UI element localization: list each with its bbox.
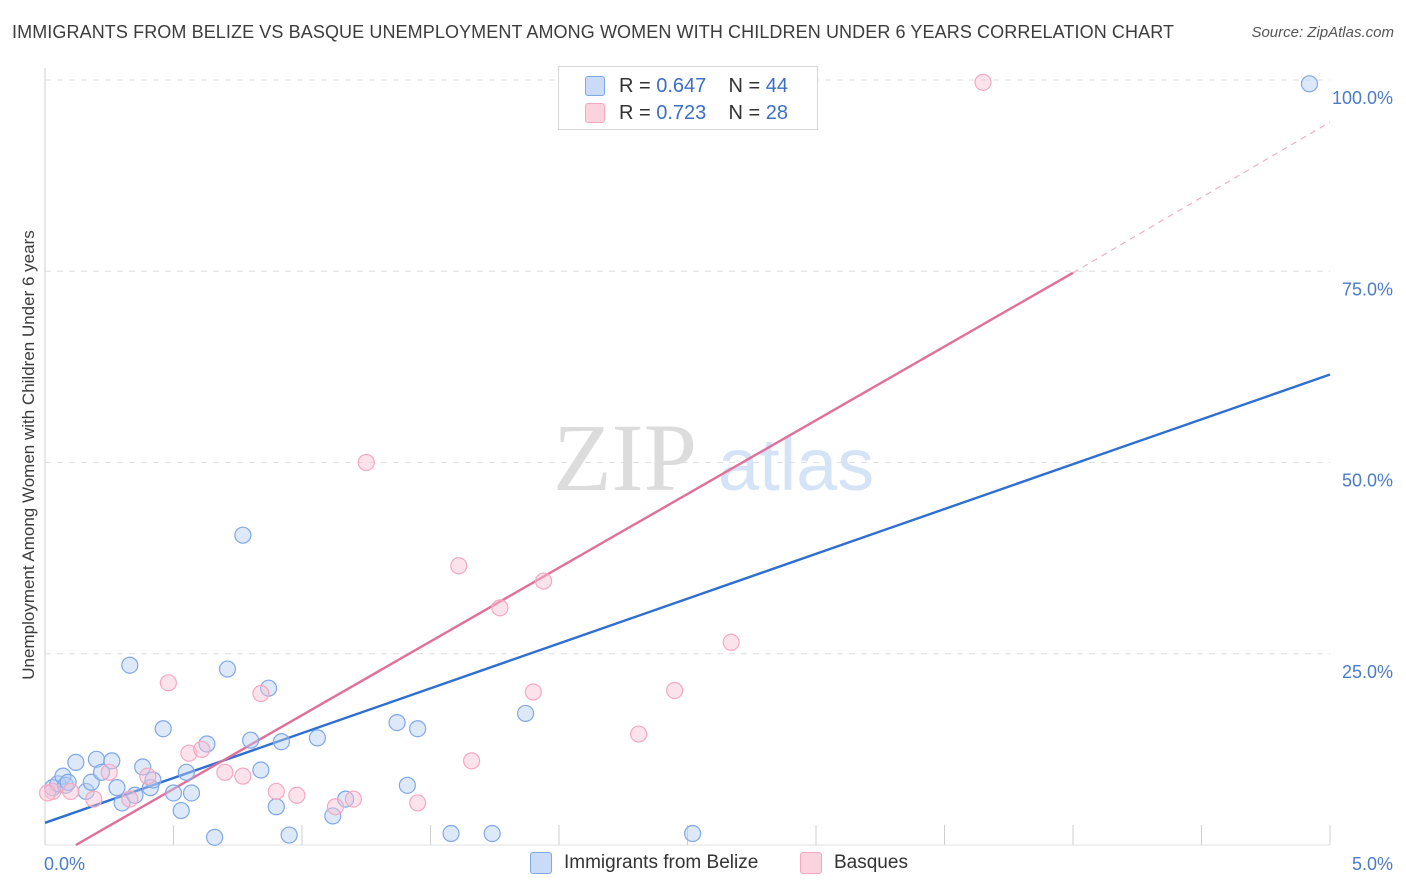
data-point-basques (524, 683, 542, 701)
data-point-belize (388, 713, 406, 732)
y-tick-label: 50.0% (1342, 471, 1393, 491)
x-axis-ticks (173, 825, 1331, 845)
data-point-belize (242, 731, 260, 749)
legend: R = 0.647 N = 44 R = 0.723 N = 28 (558, 66, 818, 130)
data-point-basques (450, 557, 468, 575)
data-point-basques (288, 786, 306, 804)
data-point-belize (280, 826, 298, 844)
y-tick-label: 25.0% (1342, 662, 1393, 682)
legend-n-value-belize: 44 (765, 74, 789, 97)
data-point-belize (154, 720, 172, 738)
data-point-basques (252, 684, 270, 703)
y-axis-label: Unemployment Among Women with Children U… (19, 230, 38, 679)
data-point-basques (463, 752, 481, 770)
data-point-basques (100, 763, 118, 781)
data-point-belize (272, 733, 291, 751)
data-point-basques (974, 73, 992, 91)
data-point-belize (684, 824, 702, 843)
data-point-belize (267, 798, 285, 816)
data-point-belize (234, 526, 252, 544)
data-point-belize (409, 720, 427, 738)
data-point-belize (177, 763, 195, 781)
data-point-belize (172, 801, 190, 820)
data-point-belize (67, 753, 85, 771)
data-point-belize (398, 776, 416, 794)
data-point-basques (159, 674, 177, 692)
data-point-basques (62, 782, 80, 801)
trend-line-extension-1 (1072, 121, 1331, 274)
data-point-belize (218, 660, 237, 678)
legend-r-value-basques: 0.723 (656, 101, 707, 124)
legend-swatch-basques (585, 103, 605, 123)
y-tick-label: 100.0% (1332, 88, 1393, 108)
data-point-basques (193, 740, 211, 758)
trend-lines (44, 121, 1331, 847)
data-point-belize (442, 824, 460, 843)
data-point-belize (252, 761, 270, 779)
data-point-basques (121, 790, 139, 808)
series-legend-belize[interactable]: Immigrants from Belize (530, 852, 758, 874)
data-point-basques (534, 572, 553, 590)
legend-n-label: N = (728, 74, 761, 97)
x-tick-label: 0.0% (44, 854, 85, 874)
legend-row-belize: R = 0.647 N = 44 (585, 73, 788, 99)
source-label: Source: ZipAtlas.com (1251, 24, 1394, 41)
data-point-basques (630, 725, 648, 743)
data-point-basques (267, 782, 285, 801)
series-label-basques: Basques (834, 852, 908, 873)
legend-r-label: R = (619, 101, 651, 124)
data-point-basques (180, 744, 198, 762)
chart-title: IMMIGRANTS FROM BELIZE VS BASQUE UNEMPLO… (12, 22, 1175, 42)
data-point-belize (206, 828, 224, 846)
series-legend-basques[interactable]: Basques (800, 852, 908, 874)
legend-n-label: N = (728, 101, 761, 124)
watermark-zip: ZIP (553, 404, 697, 511)
data-point-basques (409, 794, 427, 812)
x-tick-labels: 0.0% 5.0% (44, 854, 1393, 874)
legend-r-label: R = (619, 74, 651, 97)
data-point-basques (491, 599, 509, 617)
data-point-basques (85, 790, 103, 808)
data-point-basques (326, 798, 345, 816)
data-point-basques (234, 767, 252, 785)
watermark-atlas: atlas (718, 423, 874, 506)
data-point-belize (308, 729, 327, 747)
data-point-belize (113, 794, 131, 812)
legend-swatch-belize (585, 76, 605, 96)
series-swatch-basques (800, 852, 822, 874)
trend-line-1 (75, 271, 1074, 847)
data-point-basques (139, 767, 157, 785)
series-label-belize: Immigrants from Belize (564, 852, 759, 873)
legend-r-value-belize: 0.647 (656, 74, 707, 97)
series-swatch-belize (530, 852, 552, 874)
data-point-belize (182, 784, 201, 802)
legend-n-value-basques: 28 (765, 101, 789, 124)
trend-line-0 (44, 373, 1331, 824)
y-tick-label: 75.0% (1342, 279, 1393, 299)
legend-row-basques: R = 0.723 N = 28 (585, 100, 788, 126)
data-point-belize (483, 824, 501, 843)
data-points (38, 73, 1319, 846)
data-point-basques (344, 790, 362, 808)
data-point-belize (516, 704, 535, 723)
watermark: ZIP atlas (553, 404, 874, 511)
data-point-basques (38, 784, 57, 802)
data-point-belize (108, 779, 126, 797)
data-point-belize (164, 784, 183, 802)
y-tick-labels: 100.0% 75.0% 50.0% 25.0% (1332, 88, 1393, 682)
data-point-belize (1300, 75, 1319, 93)
data-point-belize (134, 758, 152, 776)
data-point-basques (666, 681, 684, 700)
data-point-basques (216, 763, 234, 781)
data-point-belize (121, 656, 139, 674)
x-tick-label: 5.0% (1352, 854, 1393, 874)
data-point-basques (722, 633, 740, 651)
data-point-basques (357, 453, 375, 472)
data-point-belize (82, 773, 100, 791)
series-legend: Immigrants from Belize Basques (0, 852, 1406, 878)
